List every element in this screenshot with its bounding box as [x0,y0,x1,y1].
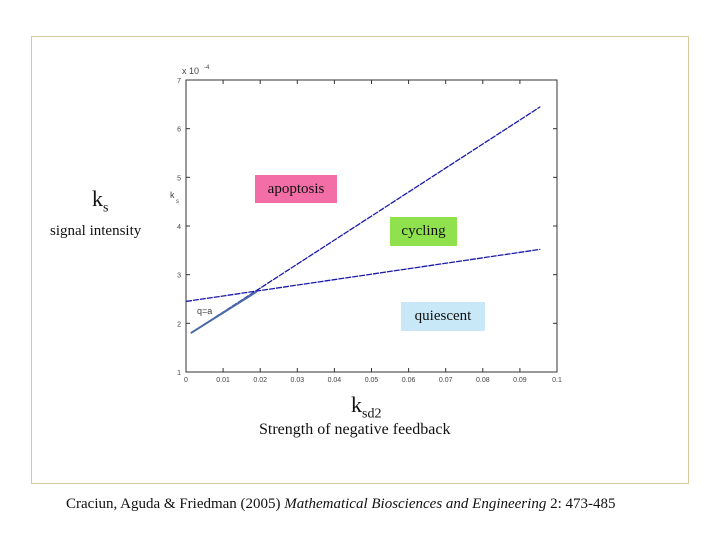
quiescent-text: quiescent [414,308,472,324]
y-tick-label: 7 [177,78,181,85]
x-tick-label: 0.02 [253,377,267,384]
strength-label: Strength of negative feedback [259,421,451,438]
y-tick-label: 1 [177,370,181,377]
x-tick-label: 0.04 [328,377,342,384]
series-layer [185,106,541,334]
plot-area [185,79,558,373]
x-tick-label: 0 [184,377,188,384]
x-tick-label: 0.07 [439,377,453,384]
citation-details: 2: 473-485 [546,496,616,512]
cycling-text: cycling [401,223,446,239]
quiescent-label: quiescent [401,302,485,331]
y-tick-label: 4 [177,224,181,231]
inner-ylabel: k [170,190,175,200]
x-tick-label: 0.06 [402,377,416,384]
x-tick-label: 0.08 [476,377,490,384]
y-tick-label: 2 [177,321,181,328]
ks-symbol: k [92,186,103,211]
series-line-2 [185,248,541,303]
x-tick-label: 0.05 [365,377,379,384]
citation-journal: Mathematical Biosciences and Engineering [284,496,547,512]
series-line-1 [190,106,541,334]
y-multiplier-label: x 10 [182,66,199,76]
ksd2-symbol: k [351,392,362,417]
y-tick-label: 3 [177,273,181,280]
tick-layer: 0 0.01 0.02 0.03 0.04 0.05 0.06 0.07 0.08 0.09 0.1… [177,78,562,384]
y-exponent-label: -4 [204,65,210,71]
x-tick-label: 0.03 [290,377,304,384]
signal-intensity-label: signal intensity [50,223,142,239]
cycling-label: cycling [390,217,457,246]
x-tick-label: 0.01 [216,377,230,384]
ks-axis-title: ks [92,186,108,216]
y-tick-label: 5 [177,175,181,182]
apoptosis-text: apoptosis [267,181,325,197]
citation: Craciun, Aguda & Friedman (2005) Mathema… [66,496,616,513]
apoptosis-label: apoptosis [255,175,337,203]
q-equals-a-annotation: q=a [197,306,212,316]
x-tick-label: 0.1 [552,377,562,384]
citation-authors: Craciun, Aguda & Friedman (2005) [66,496,285,512]
inner-ylabel-sub: s [176,199,179,205]
ksd2-subscript: sd2 [362,406,382,422]
series-line-3 [190,290,258,334]
ksd2-axis-title: ksd2 [351,392,381,422]
ks-subscript: s [103,200,109,216]
slide-frame [31,36,689,484]
x-tick-label: 0.09 [513,377,527,384]
y-tick-label: 6 [177,127,181,134]
